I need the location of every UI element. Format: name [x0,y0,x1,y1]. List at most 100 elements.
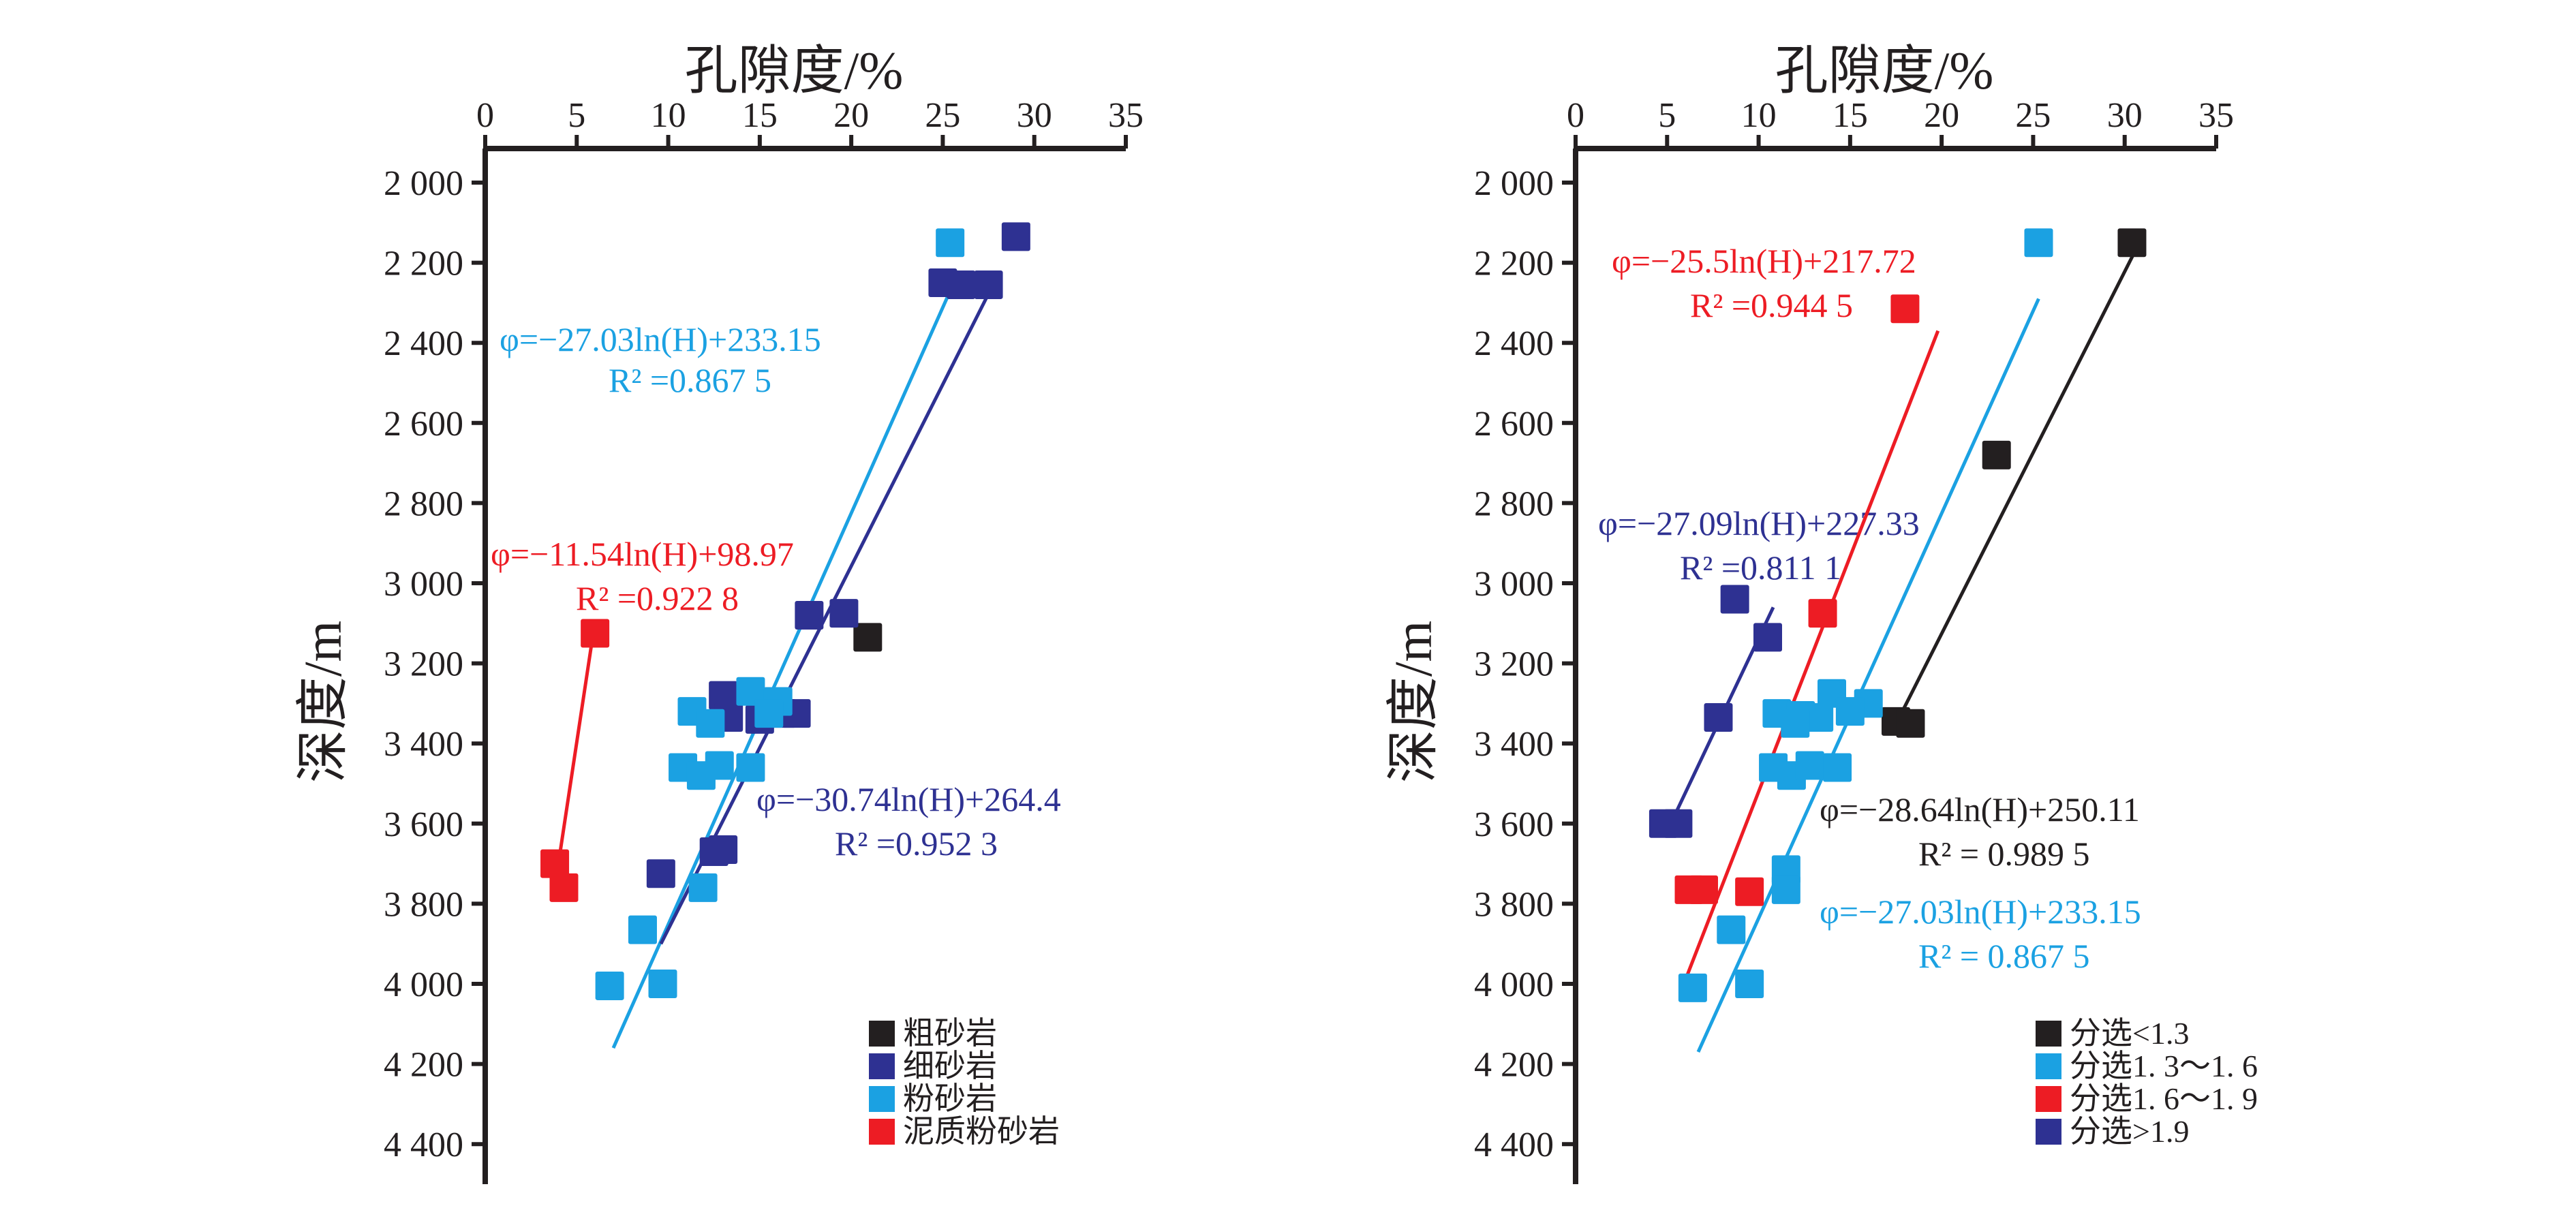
y-tick-label: 3 800 [1474,885,1554,924]
annotation-sorting-1-3-to-1-6-equation: φ=−27.03ln(H)+233.15 [1820,893,2141,931]
legend-swatch-sorting-gt-1-9 [2036,1119,2061,1145]
legend-swatch-sorting-1-3-to-1-6 [2036,1053,2061,1079]
data-point-series-0 [853,623,883,652]
legend-swatch-coarse-sandstone [869,1021,895,1047]
y-tick-label: 2 200 [1474,245,1554,283]
y-tick-label: 2 600 [384,405,463,444]
legend-swatch-sorting-1-6-to-1-9 [2036,1086,2061,1112]
y-tick-label: 3 400 [1474,725,1554,764]
x-tick-label: 15 [1833,96,1868,135]
annotation-argillaceous-siltstone-r2: R² =0.922 8 [576,579,739,617]
y-tick-label: 2 400 [384,324,463,363]
data-point-series-1 [974,270,1003,299]
x-tick-label: 20 [1924,96,1959,135]
x-tick-label: 30 [2107,96,2143,135]
data-point-series-3 [540,849,570,878]
legend-label-coarse-sandstone: 粗砂岩 [903,1016,997,1051]
data-point-series-2 [736,677,765,706]
y-tick-label: 3 200 [384,645,463,684]
data-point-series-2 [595,971,624,1000]
data-point-series-1 [2024,228,2053,258]
y-tick-label: 2 800 [384,484,463,523]
y-tick-label: 2 400 [1474,324,1554,363]
legend-label-sorting-1-3-to-1-6: 分选1. 3～1. 6 [2070,1049,2258,1083]
y-tick-label: 3 600 [1474,805,1554,844]
legend: 粗砂岩 细砂岩 粉砂岩 泥质粉砂岩 [869,1016,1060,1149]
data-point-series-2 [705,751,734,780]
y-tick-label: 2 000 [1474,164,1554,203]
x-tick-label: 5 [568,96,585,135]
legend-swatch-fine-sandstone [869,1053,895,1079]
x-tick-label: 5 [1658,96,1676,135]
annotation-argillaceous-siltstone-equation: φ=−11.54ln(H)+98.97 [491,535,794,573]
data-point-series-1 [1001,222,1030,251]
data-point-series-2 [688,873,718,902]
data-point-series-2 [736,753,765,782]
x-tick-label: 25 [2015,96,2051,135]
legend-label-sorting-gt-1-9: 分选>1.9 [2070,1114,2189,1149]
regression-annotations: φ=−27.03ln(H)+233.15 R² =0.867 5 φ=−11.5… [491,320,1061,863]
annotation-sorting-gt-1-9-equation: φ=−27.09ln(H)+227.33 [1598,504,1920,542]
y-tick-label: 3 000 [384,565,463,604]
data-point-series-1 [709,835,738,865]
data-point-series-2 [754,699,784,728]
data-point-series-2 [1808,599,1837,628]
annotation-fine-sandstone-equation: φ=−30.74ln(H)+264.4 [756,780,1061,818]
trendline-series [659,281,996,945]
annotation-sorting-1-6-to-1-9-equation: φ=−25.5ln(H)+217.72 [1612,242,1916,280]
y-tick-label: 4 400 [384,1126,463,1164]
trendline-1-3 [1890,242,2141,732]
x-tick-label: 15 [742,96,778,135]
right-chart-panel: 孔隙度/% 深度/m 分选<1.3 分选1. 3～1. 6 分选1. 6～1. … [1383,41,2258,1184]
annotation-siltstone-r2: R² =0.867 5 [609,361,771,399]
y-tick-label: 2 000 [384,164,463,203]
annotation-sorting-1-6-to-1-9-r2: R² =0.944 5 [1690,286,1853,324]
trendline-series [553,633,595,888]
data-point-series-3 [549,873,579,902]
legend-label-sorting-lt-1-3: 分选<1.3 [2070,1016,2189,1051]
data-point-series-2 [1689,875,1718,904]
x-tick-label: 30 [1017,96,1052,135]
annotation-sorting-gt-1-9-r2: R² =0.811 1 [1680,548,1841,587]
data-point-series-2 [648,970,677,998]
data-point-series-1 [709,681,738,710]
annotation-sorting-1-3-to-1-6-r2: R² = 0.867 5 [1918,937,2090,975]
y-tick-label: 3 000 [1474,565,1554,604]
data-point-series-2 [1890,294,1920,324]
data-point-series-1 [1805,702,1834,732]
legend-label-siltstone: 粉砂岩 [903,1081,997,1116]
data-point-series-2 [936,228,965,258]
legend-swatch-sorting-lt-1-3 [2036,1021,2061,1047]
y-tick-label: 4 400 [1474,1126,1554,1164]
legend: 分选<1.3 分选1. 3～1. 6 分选1. 6～1. 9 分选>1.9 [2036,1016,2258,1149]
data-point-series-2 [1735,877,1764,906]
trendline-series [611,281,955,1049]
y-axis-title: 深度/m [1383,621,1443,783]
y-tick-label: 4 000 [384,965,463,1004]
trendline-1-6-1-9 [1683,330,1940,981]
y-tick-label: 4 200 [384,1046,463,1085]
y-tick-label: 3 200 [1474,645,1554,684]
data-point-series-0 [2117,228,2147,258]
x-tick-label: 25 [925,96,960,135]
y-tick-label: 2 600 [1474,405,1554,444]
x-axis-title: 孔隙度/% [1775,41,1994,100]
data-point-series-3 [1663,809,1693,838]
regression-annotations: φ=−25.5ln(H)+217.72 R² =0.944 5 φ=−27.09… [1598,242,2141,975]
data-point-series-2 [696,709,725,738]
data-point-series-1 [947,270,976,299]
x-tick-label: 20 [833,96,869,135]
y-tick-label: 3 400 [384,725,463,764]
data-point-series-1 [1781,709,1810,738]
y-tick-label: 4 200 [1474,1046,1554,1085]
x-tick-label: 0 [1567,96,1584,135]
data-point-series-1 [1717,915,1746,944]
data-point-series-1 [646,859,675,888]
data-point-series-2 [628,915,657,944]
y-axis-title: 深度/m [293,621,352,783]
legend-label-argillaceous-siltstone: 泥质粉砂岩 [903,1114,1060,1149]
data-point-series-3 [581,619,610,648]
legend-label-sorting-1-6-to-1-9: 分选1. 6～1. 9 [2070,1081,2258,1116]
data-point-series-3 [1720,585,1749,614]
